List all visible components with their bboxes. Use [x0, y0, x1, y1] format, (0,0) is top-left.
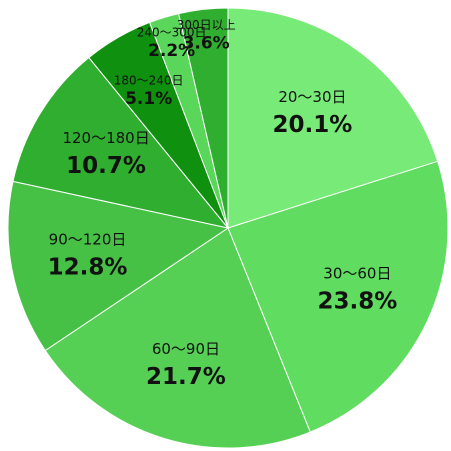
slice-value-label: 21.7% — [146, 364, 226, 390]
pie-slice — [44, 227, 311, 449]
slice-label: 20～30日 — [278, 88, 346, 106]
slice-value-label: 3.6% — [183, 34, 230, 54]
slice-value-label: 5.1% — [125, 89, 172, 109]
pie-slice — [12, 56, 230, 229]
slice-label: 180～240日 — [114, 73, 184, 87]
slice-label: 30～60日 — [323, 264, 391, 282]
slice-value-label: 10.7% — [66, 153, 146, 179]
pie-slice — [7, 180, 230, 352]
slice-value-label: 12.8% — [48, 254, 128, 280]
slice-label: 300日以上 — [177, 18, 236, 32]
slice-label: 120～180日 — [62, 129, 149, 147]
pie-slice — [178, 7, 229, 229]
slice-value-label: 2.2% — [148, 41, 195, 61]
slice-label: 90～120日 — [49, 230, 127, 248]
slice-label: 240～300日 — [137, 25, 207, 39]
pie-slice — [227, 7, 439, 229]
slice-label: 60～90日 — [152, 340, 220, 358]
slice-value-label: 23.8% — [317, 288, 397, 314]
slice-value-label: 20.1% — [273, 112, 353, 138]
